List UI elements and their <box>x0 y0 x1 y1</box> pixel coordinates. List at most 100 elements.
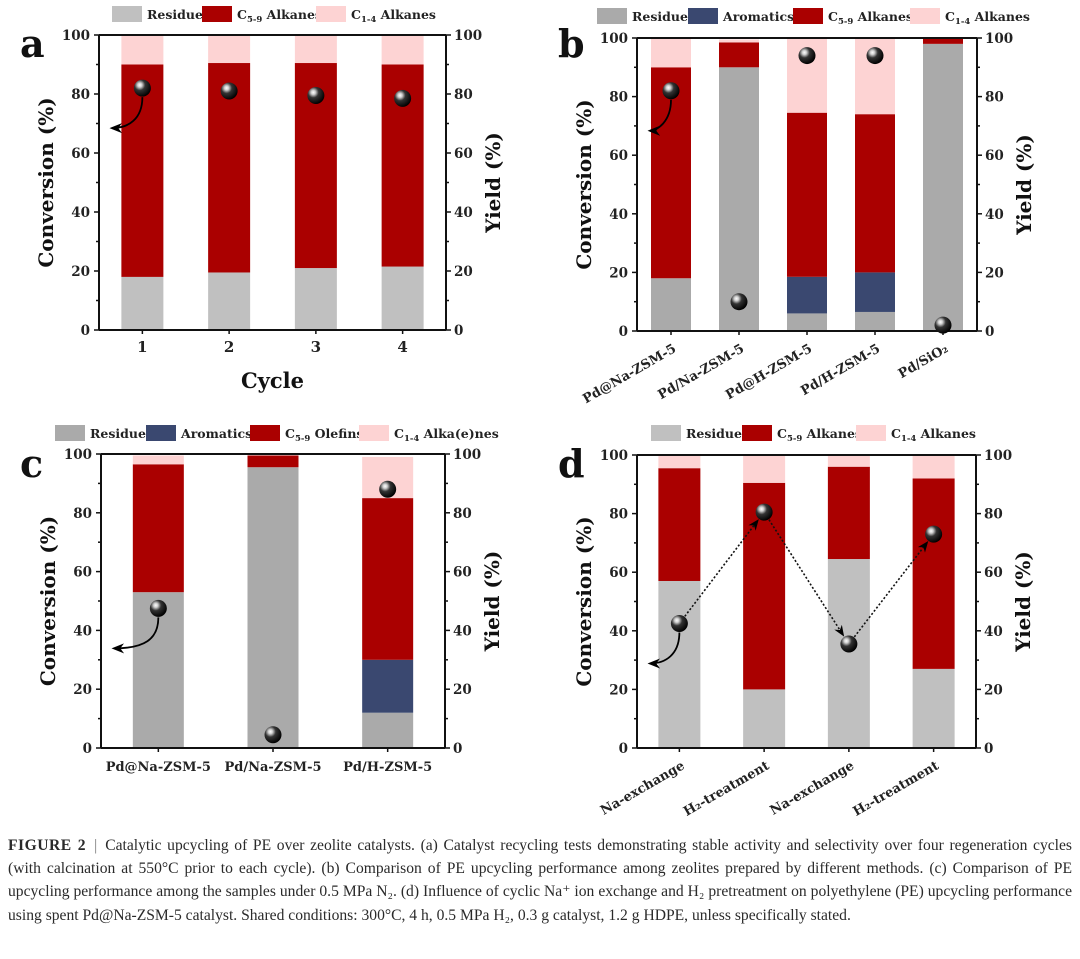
bar-segment <box>132 455 184 465</box>
y-tick-label-left: 40 <box>609 207 628 223</box>
yield-point <box>730 293 748 311</box>
y-tick-label-left: 80 <box>609 90 628 106</box>
figure-caption: FIGURE 2 | Catalytic upcycling of PE over … <box>8 834 1072 927</box>
yield-point <box>379 480 397 498</box>
bar-stack <box>294 35 337 330</box>
bar-stack <box>787 38 827 331</box>
legend-swatch <box>250 425 280 441</box>
y-tick-label-right: 100 <box>454 28 482 44</box>
legend-swatch <box>793 8 823 24</box>
y-tick-label-left: 0 <box>83 741 92 757</box>
legend-swatch <box>55 425 85 441</box>
legend-label: Residue <box>147 7 203 22</box>
bars <box>651 38 963 332</box>
y-axis-title-right: Yield (%) <box>1011 551 1035 653</box>
yield-point <box>798 47 816 65</box>
axis-pointer-arrow <box>111 617 160 654</box>
legend-item: C5-9 Alkanes <box>202 6 322 25</box>
legend-label: C1-4 Alkanes <box>891 426 976 444</box>
legend: Residue C5-9 Alkanes C1-4 Alkanes <box>112 6 436 25</box>
x-axis-title: Cycle <box>241 368 304 393</box>
bar-stack <box>855 38 895 331</box>
bar-segment <box>912 478 955 669</box>
legend-item: C1-4 Alkanes <box>856 425 976 444</box>
panel-letter: a <box>20 21 45 66</box>
panel-c: c Residue Aromatics C5-9 Olefins C1-4 Alka(e… <box>20 425 504 775</box>
bar-segment <box>208 35 251 64</box>
legend: Residue C5-9 Alkanes C1-4 Alkanes <box>651 425 976 444</box>
y-tick-label-left: 0 <box>619 324 628 340</box>
bar-segment <box>787 313 827 331</box>
yield-connector-arrow <box>768 519 845 637</box>
bar-segment <box>719 42 759 68</box>
bar-stack <box>362 456 414 748</box>
x-tick-label: 2 <box>224 338 234 356</box>
bar-segment <box>719 39 759 43</box>
yield-point <box>755 503 773 521</box>
y-tick-label-right: 40 <box>985 207 1004 223</box>
bar-stack <box>912 455 955 748</box>
legend-item: Aromatics <box>688 8 794 24</box>
yield-point <box>394 89 412 107</box>
legend-label: C5-9 Olefins <box>285 426 363 444</box>
yield-points <box>670 503 943 653</box>
bar-segment <box>658 580 701 748</box>
x-ticks: 1 2 3 4 <box>137 330 408 356</box>
bar-segment <box>743 455 786 483</box>
y-ticks: 0 0 20 20 40 40 60 60 80 80 100 100 <box>600 448 1012 757</box>
bar-segment <box>855 114 895 273</box>
bar-segment <box>923 43 963 332</box>
y-tick-label-left: 100 <box>62 28 90 44</box>
x-tick-label: 4 <box>397 338 407 356</box>
bar-segment <box>855 272 895 312</box>
bar-segment <box>362 712 414 748</box>
y-tick-label-right: 100 <box>985 31 1013 47</box>
y-tick-label-right: 100 <box>453 447 481 463</box>
bar-stack <box>651 38 691 331</box>
figure-label: FIGURE 2 <box>8 837 87 854</box>
y-tick-label-left: 100 <box>600 448 628 464</box>
y-tick-label-right: 60 <box>984 565 1003 581</box>
bar-stack <box>247 455 299 748</box>
yield-point <box>220 82 238 100</box>
y-tick-label-left: 60 <box>609 148 628 164</box>
x-tick-label: Pd/SiO₂ <box>896 341 951 381</box>
y-tick-label-right: 0 <box>984 741 993 757</box>
yield-point <box>307 86 325 104</box>
yield-point <box>264 726 282 744</box>
legend-item: Residue <box>651 425 742 441</box>
legend-swatch <box>742 425 772 441</box>
y-tick-label-left: 20 <box>71 264 90 280</box>
bar-segment <box>121 35 164 65</box>
panel-letter: b <box>558 21 585 66</box>
bar-segment <box>912 668 955 748</box>
bar-segment <box>923 38 963 44</box>
bars <box>121 35 424 330</box>
legend-item: C5-9 Alkanes <box>742 425 862 444</box>
legend-label: C1-4 Alka(e)nes <box>394 426 499 444</box>
y-tick-label-right: 0 <box>453 741 462 757</box>
yield-point <box>133 79 151 97</box>
bars <box>658 455 955 748</box>
y-tick-label-right: 100 <box>984 448 1012 464</box>
y-tick-label-left: 100 <box>64 447 92 463</box>
legend-swatch <box>316 6 346 22</box>
y-tick-label-right: 40 <box>984 624 1003 640</box>
caption-separator: | <box>94 837 98 854</box>
yield-point <box>866 47 884 65</box>
y-axis-title-right: Yield (%) <box>1012 134 1036 236</box>
y-axis-title-right: Yield (%) <box>481 132 505 234</box>
bar-segment <box>719 67 759 332</box>
bar-segment <box>132 464 184 593</box>
bar-segment <box>247 455 299 468</box>
y-tick-label-left: 20 <box>73 682 92 698</box>
legend-swatch <box>910 8 940 24</box>
y-tick-label-right: 60 <box>454 146 473 162</box>
y-axis-title-left: Conversion (%) <box>36 516 60 686</box>
y-tick-label-right: 40 <box>453 623 472 639</box>
yield-points <box>662 47 952 334</box>
yield-points <box>149 480 397 744</box>
x-tick-label: Pd/H-ZSM-5 <box>343 760 432 775</box>
y-tick-label-left: 40 <box>609 624 628 640</box>
